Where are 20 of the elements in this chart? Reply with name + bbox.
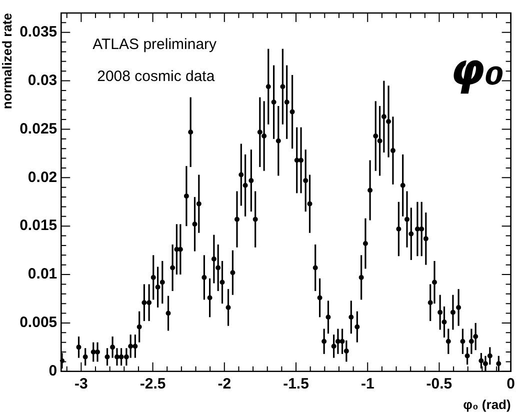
x-tick-label: -0.5: [426, 376, 452, 393]
y-tick-label: 0.01: [28, 266, 58, 283]
x-tick-label: -2.5: [140, 376, 166, 393]
annotation: φ₀: [450, 44, 504, 96]
x-tick-label: -1.5: [283, 376, 309, 393]
y-tick-label: 0.02: [28, 168, 58, 186]
y-tick-label: 0.035: [20, 24, 58, 41]
y-tick-label: 0.03: [28, 72, 58, 89]
y-tick-label: 0.015: [20, 217, 58, 234]
x-tick-label: -1: [360, 376, 374, 393]
y-tick-label: 0.025: [20, 120, 58, 138]
y-tick-label: 0: [48, 362, 58, 380]
annotation: ATLAS preliminary: [92, 36, 218, 53]
x-tick-label: -3: [74, 376, 88, 393]
y-tick-label: 0.005: [20, 314, 58, 332]
x-tick-label: 0: [506, 376, 515, 393]
x-tick-label: -2: [218, 376, 232, 393]
annotation: 2008 cosmic data: [97, 68, 216, 86]
y-axis-title: normalized rate: [0, 13, 14, 110]
x-axis-title: φ₀ (rad): [463, 396, 511, 412]
